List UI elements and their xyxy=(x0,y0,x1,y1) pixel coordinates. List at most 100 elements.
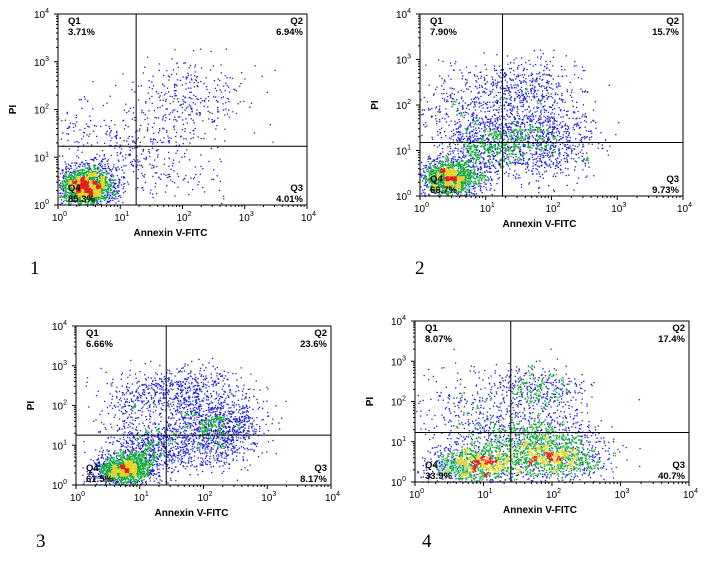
event-dot xyxy=(514,123,516,126)
event-dot xyxy=(549,156,551,158)
event-dot xyxy=(93,202,95,204)
event-dot xyxy=(492,89,494,91)
event-dot xyxy=(123,177,125,179)
event-dot xyxy=(462,108,464,110)
event-dot xyxy=(205,77,207,79)
event-dot xyxy=(496,126,498,128)
event-dot xyxy=(566,157,568,159)
event-dot xyxy=(213,96,215,98)
event-dot xyxy=(527,137,529,140)
event-dot xyxy=(488,135,490,137)
event-dot xyxy=(495,135,497,138)
event-dot xyxy=(440,136,443,139)
event-dot xyxy=(202,186,204,189)
event-dot xyxy=(489,163,491,165)
event-dot xyxy=(68,125,70,128)
event-dot xyxy=(485,187,487,189)
event-dot xyxy=(510,68,512,70)
event-dot xyxy=(241,72,243,74)
event-dot xyxy=(104,178,106,181)
event-dot xyxy=(475,161,477,163)
event-dot xyxy=(527,118,530,120)
event-dot xyxy=(221,202,223,205)
event-dot xyxy=(457,153,460,155)
quadrant-name-q1: Q1 xyxy=(68,16,81,27)
event-dot xyxy=(188,114,190,116)
event-dot xyxy=(59,155,61,157)
event-dot xyxy=(137,99,140,101)
event-dot xyxy=(89,179,91,181)
event-dot xyxy=(157,132,160,134)
event-dot xyxy=(561,98,563,101)
event-dot xyxy=(556,102,558,104)
event-dot xyxy=(469,86,471,88)
event-dot xyxy=(220,97,223,99)
event-dot xyxy=(575,118,577,120)
event-dot xyxy=(565,130,567,133)
event-dot xyxy=(106,182,108,184)
event-dot xyxy=(517,74,519,76)
event-dot xyxy=(439,105,441,107)
event-dot xyxy=(211,119,213,121)
event-dot xyxy=(583,145,585,147)
event-dot xyxy=(77,194,79,197)
event-dot xyxy=(479,117,481,119)
event-dot xyxy=(494,120,496,123)
event-dot xyxy=(108,179,110,181)
event-dot xyxy=(163,158,166,160)
event-dot xyxy=(82,191,84,194)
event-dot xyxy=(222,103,224,105)
event-dot xyxy=(525,129,527,131)
event-dot xyxy=(75,180,78,182)
event-dot xyxy=(496,87,498,89)
event-dot xyxy=(528,183,530,185)
event-dot xyxy=(99,164,101,166)
event-dot xyxy=(566,152,568,155)
event-dot xyxy=(81,200,83,203)
event-dot xyxy=(91,170,93,173)
event-dot xyxy=(97,185,100,188)
event-dot xyxy=(189,132,191,134)
event-dot xyxy=(192,137,194,139)
event-dot xyxy=(565,136,567,138)
event-dot xyxy=(512,156,515,159)
event-dot xyxy=(581,141,583,143)
event-dot xyxy=(88,135,90,137)
event-dot xyxy=(85,180,88,182)
event-dot xyxy=(219,180,222,182)
event-dot xyxy=(550,87,552,89)
event-dot xyxy=(137,168,140,171)
event-dot xyxy=(176,62,178,64)
event-dot xyxy=(505,89,507,91)
event-dot xyxy=(123,172,125,174)
event-dot xyxy=(498,164,500,166)
event-dot xyxy=(484,87,486,89)
event-dot xyxy=(508,88,510,90)
event-dot xyxy=(592,119,594,121)
event-dot xyxy=(526,118,529,120)
event-dot xyxy=(70,165,72,168)
event-dot xyxy=(547,83,550,85)
event-dot xyxy=(484,102,487,105)
event-dot xyxy=(487,176,489,178)
event-dot xyxy=(545,161,547,163)
event-dot xyxy=(521,74,523,76)
event-dot xyxy=(572,105,574,107)
event-dot xyxy=(486,121,488,123)
event-dot xyxy=(244,78,246,80)
event-dot xyxy=(78,198,80,200)
event-dot xyxy=(422,174,424,176)
event-dot xyxy=(100,185,103,188)
event-dot xyxy=(173,126,175,128)
event-dot xyxy=(487,131,489,133)
event-dot xyxy=(552,121,554,123)
event-dot xyxy=(180,104,182,106)
event-dot xyxy=(100,160,102,163)
event-dot xyxy=(76,189,78,191)
event-dot xyxy=(166,131,168,133)
event-dot xyxy=(182,99,184,101)
event-dot xyxy=(481,135,483,137)
event-dot xyxy=(89,133,91,135)
event-dot xyxy=(111,173,113,175)
event-dot xyxy=(85,189,87,191)
